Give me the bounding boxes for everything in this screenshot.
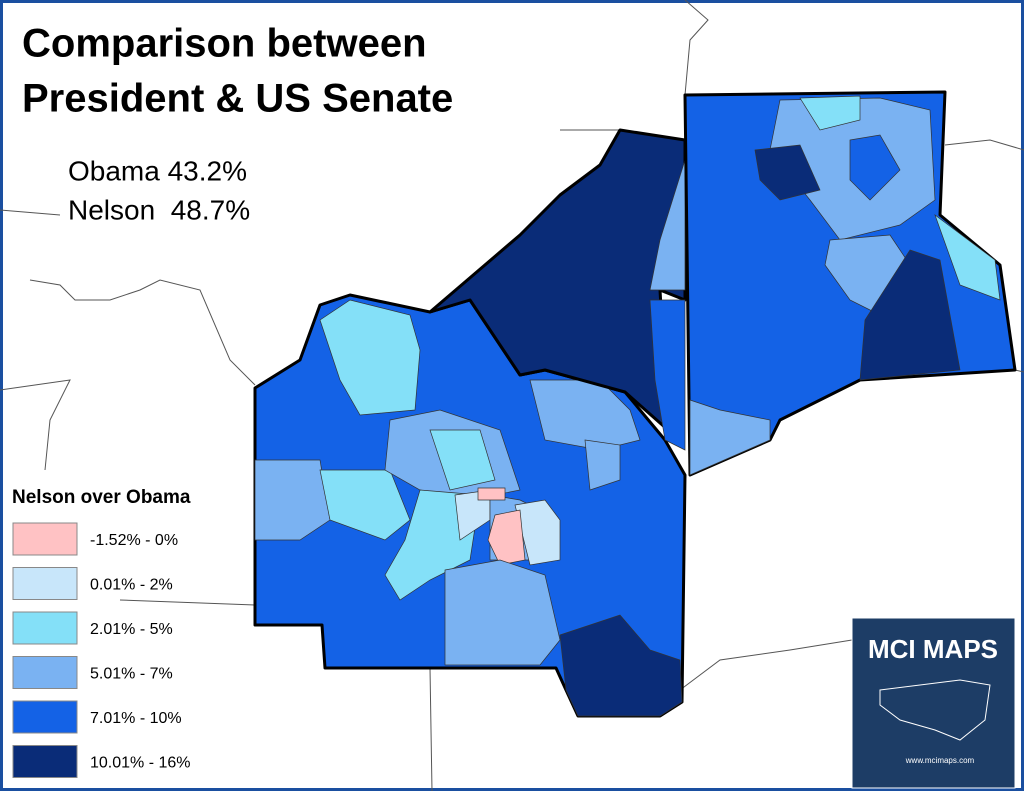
stat: Obama 43.2% — [68, 155, 247, 186]
title-line: President & US Senate — [22, 77, 453, 121]
legend-label: 2.01% - 5% — [90, 621, 173, 638]
legend-swatch — [12, 656, 78, 689]
legend-swatch — [12, 522, 78, 556]
legend-label: 5.01% - 7% — [90, 666, 173, 683]
legend-swatch — [12, 745, 78, 778]
title-line: Comparison between — [22, 22, 427, 66]
legend-swatch — [12, 611, 78, 645]
stat: Nelson 48.7% — [68, 194, 250, 225]
legend-label: 10.01% - 16% — [90, 755, 191, 772]
legend-label: 0.01% - 2% — [90, 577, 173, 594]
legend-swatch — [12, 700, 78, 734]
legend-swatch — [12, 567, 78, 600]
legend-label: 7.01% - 10% — [90, 710, 182, 727]
legend-label: -1.52% - 0% — [90, 532, 178, 549]
county-north — [428, 128, 687, 432]
logo: MCI MAPS www.mcimaps.com — [851, 617, 1016, 789]
logo-title: MCI MAPS — [868, 634, 998, 664]
logo-url: www.mcimaps.com — [905, 756, 975, 765]
legend-title: Nelson over Obama — [12, 487, 191, 508]
map — [253, 90, 1017, 718]
legend: -1.52% - 0% 0.01% - 2% 2.01% - 5% 5.01% - 7… — [12, 522, 191, 778]
